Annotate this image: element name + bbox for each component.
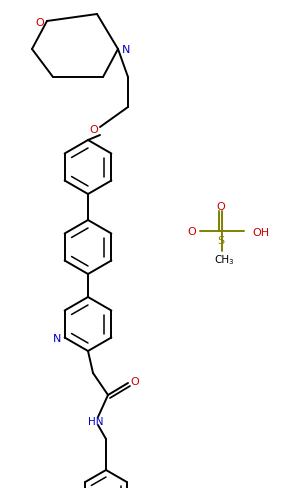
Text: O: O <box>217 202 225 212</box>
Text: O: O <box>130 376 140 386</box>
Text: OH: OH <box>252 227 269 238</box>
Text: 3: 3 <box>228 259 232 264</box>
Text: S: S <box>218 236 225 245</box>
Text: O: O <box>36 18 44 28</box>
Text: N: N <box>52 333 61 343</box>
Text: N: N <box>122 45 130 55</box>
Text: CH: CH <box>214 254 230 264</box>
Text: O: O <box>90 125 98 135</box>
Text: O: O <box>188 226 196 237</box>
Text: HN: HN <box>88 416 104 426</box>
